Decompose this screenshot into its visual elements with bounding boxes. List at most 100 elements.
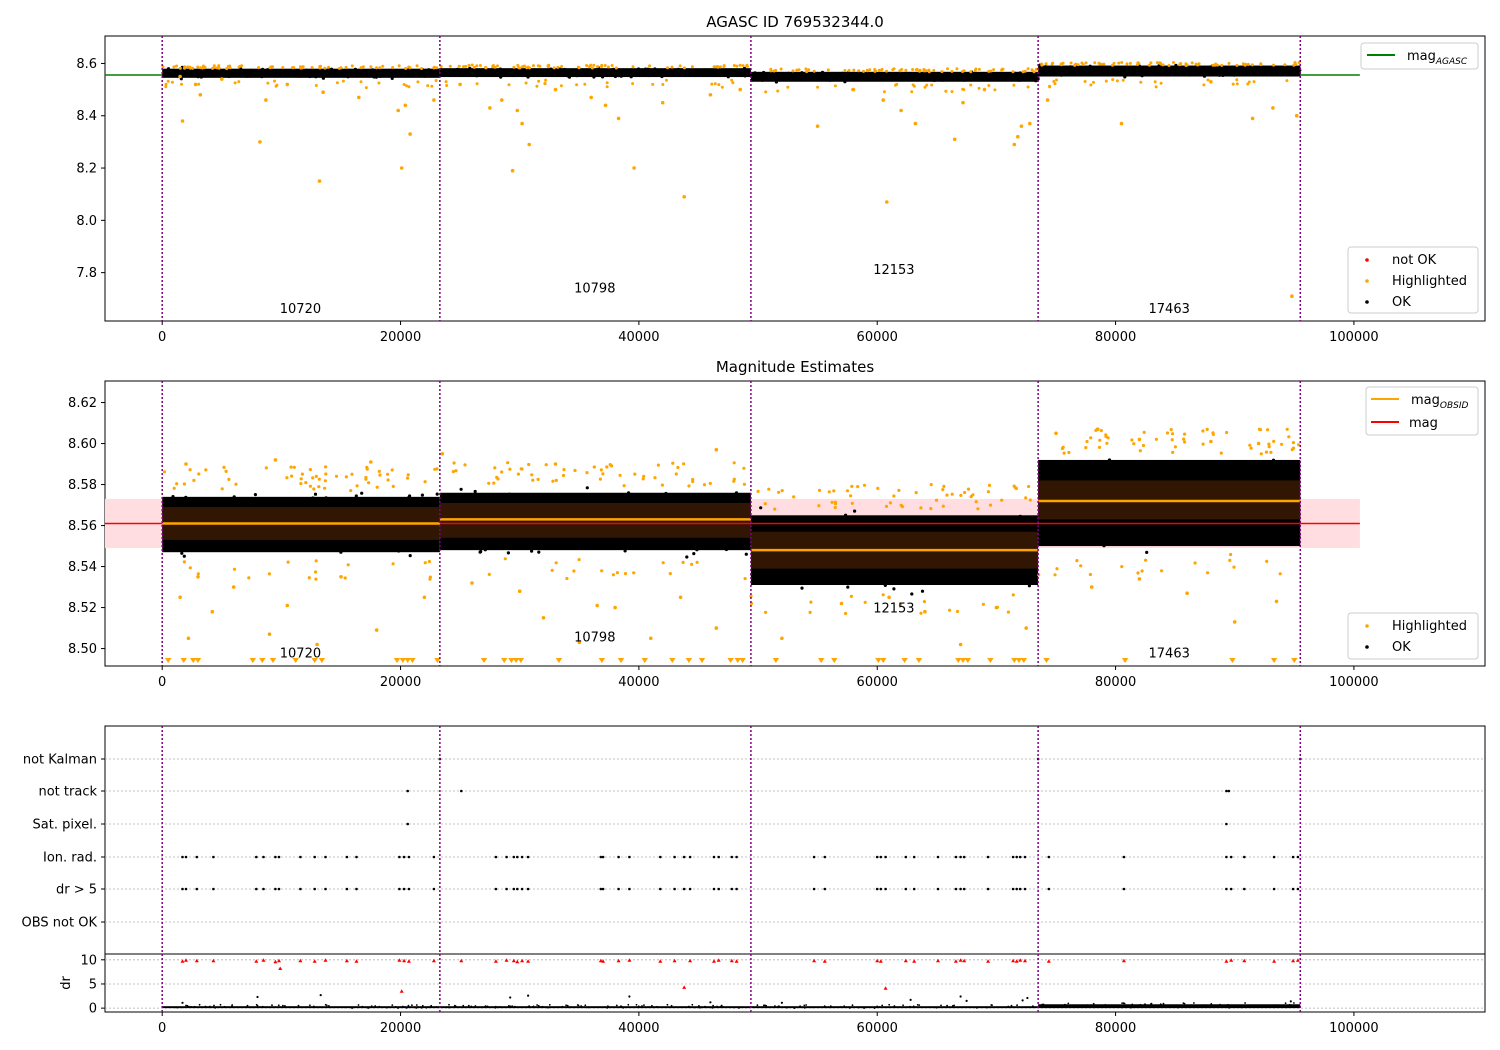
highlighted-point (741, 64, 745, 68)
highlighted-point (1102, 62, 1106, 66)
ok-point (846, 75, 851, 79)
ok-point (934, 570, 938, 574)
ok-point (693, 497, 697, 501)
x-tick-label: 40000 (618, 1021, 659, 1036)
highlighted-point (339, 575, 343, 579)
ok-point (1116, 471, 1120, 475)
highlighted-point (987, 84, 991, 87)
highlighted-point (327, 65, 331, 69)
ok-point (739, 500, 744, 504)
dr-point (538, 1006, 541, 1008)
dr-high-point (958, 958, 963, 962)
highlighted-point (232, 567, 237, 571)
highlighted-point (713, 82, 717, 86)
ok-point (1042, 67, 1046, 71)
highlighted-point (792, 495, 796, 499)
ok-point (1253, 532, 1257, 536)
dr-point (1273, 1006, 1276, 1009)
highlighted-point (536, 477, 540, 481)
ok-point (966, 77, 970, 81)
dr-high-point (688, 958, 693, 963)
flag-marker (936, 887, 940, 891)
dr-point (606, 1007, 609, 1009)
dr-point (370, 1005, 373, 1007)
ok-point (744, 552, 748, 556)
highlighted-point (708, 93, 713, 97)
below-range-marker (1291, 658, 1298, 663)
ok-point (1185, 69, 1189, 73)
ok-point (871, 524, 875, 528)
highlighted-point (616, 116, 621, 121)
highlighted-point (927, 70, 931, 74)
highlighted-point (553, 462, 558, 466)
flag-marker (212, 887, 215, 891)
highlighted-point (845, 489, 850, 493)
highlighted-point (1121, 78, 1125, 82)
flag-marker (617, 887, 620, 891)
ok-point (314, 543, 318, 548)
highlighted-point (764, 610, 768, 615)
dr-point (328, 1005, 330, 1007)
ok-point (319, 72, 323, 76)
highlighted-point (918, 69, 921, 73)
highlighted-point (966, 487, 971, 491)
highlighted-point (523, 64, 526, 68)
ok-point (762, 525, 766, 530)
ok-point (1162, 464, 1166, 468)
dr-point (386, 1006, 388, 1009)
ok-point (535, 72, 539, 76)
legend-mag-obsid-label-main: mag (1411, 393, 1440, 408)
ok-point (313, 492, 318, 496)
highlighted-point (175, 482, 179, 486)
below-range-marker (734, 658, 741, 663)
highlighted-point (367, 481, 371, 485)
ok-point (1250, 72, 1255, 76)
flag-marker (1243, 887, 1246, 891)
highlighted-point (914, 491, 918, 495)
dr-point (1093, 1006, 1096, 1009)
highlighted-point (923, 85, 927, 89)
highlighted-point (777, 490, 781, 494)
ok-point (196, 75, 200, 79)
x-tick-label: 40000 (618, 675, 659, 690)
below-range-marker (393, 658, 401, 663)
ok-point (1264, 67, 1268, 71)
dr-high-point (344, 958, 349, 963)
highlighted-point (934, 498, 939, 502)
flag-marker (505, 887, 508, 891)
ok-point (548, 70, 553, 74)
highlighted-point (976, 507, 980, 511)
flag-marker (1243, 855, 1246, 859)
ok-point (1167, 67, 1171, 71)
ok-point (233, 69, 237, 73)
ok-point (805, 75, 809, 79)
dr-high-point (1224, 959, 1229, 963)
highlighted-point (220, 77, 224, 81)
ok-point (1232, 73, 1236, 77)
ok-point (366, 500, 370, 504)
highlighted-point (900, 505, 905, 509)
highlighted-point (676, 465, 680, 470)
ok-point (934, 518, 938, 522)
ok-point (1060, 71, 1064, 75)
highlighted-point (651, 82, 655, 86)
ok-point (743, 74, 747, 78)
dr-point (968, 1006, 971, 1009)
ok-point (290, 73, 294, 77)
ok-point (1281, 534, 1285, 538)
ok-point (1142, 69, 1146, 73)
dr-point (843, 1005, 846, 1007)
y-tick-label: 8.56 (68, 519, 97, 534)
ok-point (619, 70, 623, 75)
ok-point (625, 499, 630, 503)
ok-point (358, 503, 363, 507)
flag-marker (1011, 855, 1015, 859)
ok-point (1287, 67, 1291, 71)
highlighted-point (343, 576, 347, 580)
ok-point (1291, 524, 1295, 528)
highlighted-point (1128, 61, 1132, 65)
ok-point (1179, 69, 1183, 73)
highlighted-point (1153, 80, 1157, 84)
ok-point (925, 72, 930, 76)
dr-point (1285, 1006, 1288, 1009)
